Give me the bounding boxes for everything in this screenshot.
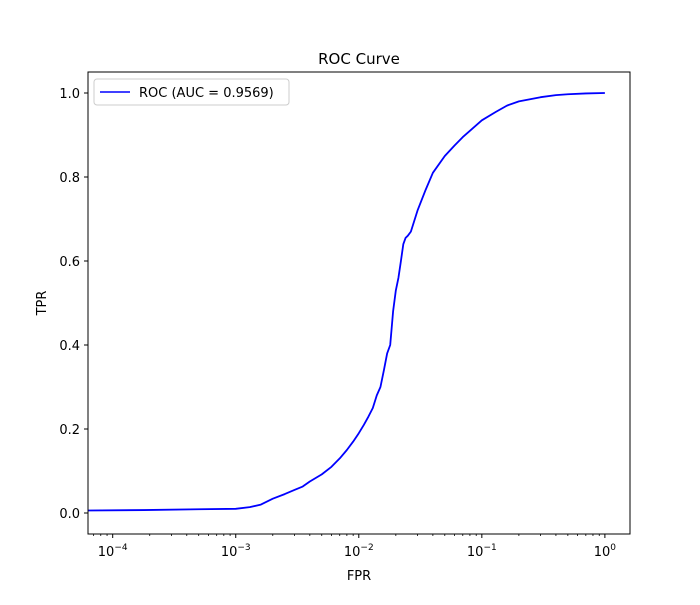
roc-curve-line [87, 92, 605, 512]
y-tick-label: 0.8 [59, 171, 80, 186]
y-tick-label: 0.6 [59, 255, 80, 270]
legend: ROC (AUC = 0.9569) [93, 78, 290, 106]
y-tick-label: 0.4 [59, 339, 80, 354]
chart-title: ROC Curve [318, 50, 400, 68]
y-axis-label: TPR [35, 291, 50, 317]
legend-box [93, 78, 290, 106]
y-tick-label: 1.0 [59, 87, 80, 102]
plot-frame [87, 71, 631, 535]
legend-label: ROC (AUC = 0.9569) [139, 86, 274, 101]
x-axis-label: FPR [347, 569, 371, 584]
y-tick-label: 0.2 [59, 423, 80, 438]
y-axis-ticks: 0.0 0.2 0.4 0.6 0.8 1.0 [59, 87, 88, 522]
y-tick-label: 0.0 [59, 507, 80, 522]
plot-series [87, 92, 605, 512]
